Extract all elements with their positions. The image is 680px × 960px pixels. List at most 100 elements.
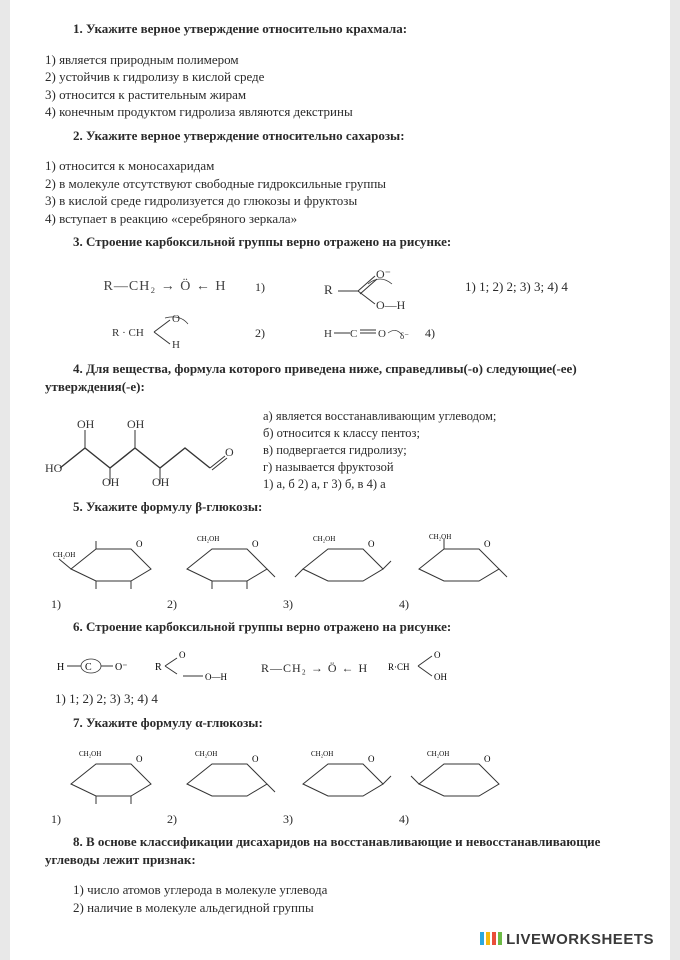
pyranose-ring-icon: O CH₂OH bbox=[283, 529, 393, 591]
q3-title: 3. Строение карбоксильной группы верно о… bbox=[45, 233, 635, 251]
q5-num3: 3) bbox=[283, 596, 393, 612]
svg-text:R: R bbox=[155, 662, 162, 673]
svg-text:O: O bbox=[368, 539, 375, 549]
bar-3 bbox=[492, 932, 496, 945]
bar-2 bbox=[486, 932, 490, 945]
svg-text:R: R bbox=[324, 282, 333, 297]
q4-optb: б) относится к классу пентоз; bbox=[263, 425, 496, 442]
ho-label: HO bbox=[45, 461, 63, 475]
carboxyl-diagram-icon: R O⁻ O—H bbox=[320, 264, 410, 310]
q7-num4: 4) bbox=[399, 811, 509, 827]
q1-title: 1. Укажите верное утверждение относитель… bbox=[45, 20, 635, 38]
q5-num2: 2) bbox=[167, 596, 277, 612]
q3-structure-2: R · CH O H bbox=[85, 312, 245, 354]
q7-structure-2: OCH₂OH 2) bbox=[167, 744, 277, 827]
q4-opta: а) является восстанавливающим углеводом; bbox=[263, 408, 496, 425]
q5-num1: 1) bbox=[51, 596, 161, 612]
svg-text:CH₂OH: CH₂OH bbox=[427, 750, 449, 758]
pyranose-ring-icon: OCH₂OH bbox=[167, 744, 277, 806]
carboxyl-d-icon: R·CHOOH bbox=[386, 648, 456, 688]
pyranose-ring-icon: O CH₂OH bbox=[283, 744, 393, 806]
q8-opt2: 2) наличие в молекуле альдегидной группы bbox=[45, 899, 635, 917]
q5-structure-1: O CH₂OH 1) bbox=[51, 529, 161, 612]
q7-num1: 1) bbox=[51, 811, 161, 827]
svg-text:R·CH: R·CH bbox=[388, 662, 410, 672]
carboxyl-diagram-2-icon: R · CH O H bbox=[110, 312, 220, 354]
pyranose-ring-icon: O CH₂OH bbox=[51, 744, 161, 806]
q4-structure: OH OH OH OH HO O bbox=[45, 408, 245, 488]
q3-structures-row2: R · CH O H 2) H C O δ⁻ 4) bbox=[45, 312, 635, 354]
q3-answer-choices: 1) 1; 2) 2; 3) 3; 4) 4 bbox=[465, 278, 568, 296]
pyranose-ring-icon: O CH₂OH bbox=[51, 529, 161, 591]
q6-row: HCO⁻ R O O—H R—CH₂ → Ö ← H R·CHOOH bbox=[55, 648, 635, 688]
watermark: LIVEWORKSHEETS bbox=[480, 930, 654, 950]
q4-optc: в) подвергается гидролизу; bbox=[263, 442, 496, 459]
oh-label: OH bbox=[152, 475, 170, 488]
bar-1 bbox=[480, 932, 484, 945]
svg-text:O: O bbox=[484, 754, 491, 764]
q3-structure-3: R O⁻ O—H bbox=[315, 264, 415, 310]
q1-opt2: 2) устойчив к гидролизу в кислой среде bbox=[45, 68, 635, 86]
q4-right-options: а) является восстанавливающим углеводом;… bbox=[263, 408, 496, 492]
oh-label: OH bbox=[127, 417, 145, 431]
q6-formula: R—CH₂ → Ö ← H bbox=[261, 660, 368, 676]
worksheet-page: 1. Укажите верное утверждение относитель… bbox=[10, 0, 670, 960]
svg-text:O: O bbox=[136, 754, 143, 764]
svg-text:CH₂OH: CH₂OH bbox=[311, 750, 333, 758]
svg-text:O: O bbox=[484, 539, 491, 549]
q3-label-4: 4) bbox=[425, 325, 435, 341]
q5-row: O CH₂OH 1) O CH₂OH 2) O CH₂OH 3) O CH₂OH 4) bbox=[51, 529, 635, 612]
pyranose-ring-icon: O CH₂OH bbox=[399, 744, 509, 806]
bar-4 bbox=[498, 932, 502, 945]
q5-structure-3: O CH₂OH 3) bbox=[283, 529, 393, 612]
q3-label-2: 2) bbox=[255, 325, 265, 341]
svg-text:CH₂OH: CH₂OH bbox=[79, 750, 101, 758]
svg-text:R · CH: R · CH bbox=[112, 327, 144, 339]
q7-row: OCH₂OH 1) OCH₂OH 2) OCH₂OH 3) OCH₂OH 4) bbox=[51, 744, 635, 827]
q8-title: 8. В основе классификации дисахаридов на… bbox=[45, 833, 635, 868]
q6-answers: 1) 1; 2) 2; 3) 3; 4) 4 bbox=[55, 690, 635, 708]
svg-text:O: O bbox=[136, 539, 143, 549]
q7-num2: 2) bbox=[167, 811, 277, 827]
q7-structure-3: O CH₂OH 3) bbox=[283, 744, 393, 827]
q5-num4: 4) bbox=[399, 596, 509, 612]
svg-text:δ⁻: δ⁻ bbox=[400, 331, 409, 341]
q3-formula-1: R—CH₂ → Ö ← H bbox=[104, 278, 227, 297]
q7-title: 7. Укажите формулу α-глюкозы: bbox=[45, 714, 635, 732]
q4-title: 4. Для вещества, формула которого привед… bbox=[45, 360, 635, 395]
svg-text:O: O bbox=[252, 539, 259, 549]
pyranose-ring-icon: O CH₂OH bbox=[167, 529, 277, 591]
q4-content: OH OH OH OH HO O а) является восстанавли… bbox=[45, 408, 635, 492]
svg-text:O⁻: O⁻ bbox=[115, 662, 128, 673]
svg-text:O: O bbox=[252, 754, 259, 764]
q4-answers: 1) а, б 2) а, г 3) б, в 4) а bbox=[263, 476, 496, 493]
svg-text:CH₂OH: CH₂OH bbox=[313, 535, 335, 543]
svg-text:O: O bbox=[179, 650, 186, 660]
q7-num3: 3) bbox=[283, 811, 393, 827]
q3-label-1: 1) bbox=[255, 279, 265, 295]
pyranose-ring-icon: O CH₂OH bbox=[399, 529, 509, 591]
svg-text:H: H bbox=[324, 328, 332, 340]
q7-structure-4: O CH₂OH 4) bbox=[399, 744, 509, 827]
svg-text:O—H: O—H bbox=[205, 672, 227, 682]
q2-opt3: 3) в кислой среде гидролизуется до глюко… bbox=[45, 192, 635, 210]
svg-text:CH₂OH: CH₂OH bbox=[53, 551, 75, 559]
svg-text:O: O bbox=[378, 328, 386, 340]
svg-text:O—H: O—H bbox=[376, 298, 406, 310]
watermark-text: LIVEWORKSHEETS bbox=[506, 931, 654, 948]
svg-text:O: O bbox=[172, 313, 180, 325]
q6-title: 6. Строение карбоксильной группы верно о… bbox=[45, 618, 635, 636]
svg-text:CH₂OH: CH₂OH bbox=[197, 535, 219, 543]
carboxyl-a-icon: HCO⁻ bbox=[55, 648, 135, 688]
q3-structure-4: H C O δ⁻ bbox=[315, 313, 415, 353]
svg-text:O: O bbox=[368, 754, 375, 764]
carboxyl-diagram-4-icon: H C O δ⁻ bbox=[320, 313, 410, 353]
svg-text:CH₂OH: CH₂OH bbox=[429, 533, 451, 541]
carboxyl-b-icon: R O O—H bbox=[153, 648, 243, 688]
q1-opt3: 3) относится к растительным жирам bbox=[45, 86, 635, 104]
q8-opt1: 1) число атомов углерода в молекуле угле… bbox=[45, 881, 635, 899]
q1-opt1: 1) является природным полимером bbox=[45, 51, 635, 69]
svg-text:O: O bbox=[225, 445, 234, 459]
q1-opt4: 4) конечным продуктом гидролиза являются… bbox=[45, 103, 635, 121]
open-chain-glucose-icon: OH OH OH OH HO O bbox=[45, 408, 245, 488]
